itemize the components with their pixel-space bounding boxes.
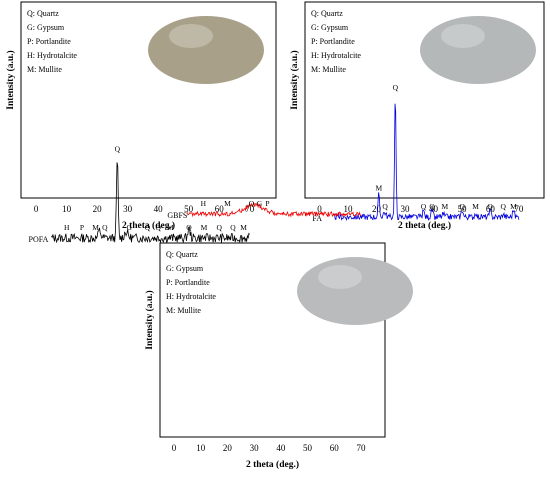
powder-sheen xyxy=(169,24,213,48)
legend-entry: G: Gypsum xyxy=(311,23,349,32)
peak-label: Q xyxy=(115,144,121,153)
x-tick-label: 70 xyxy=(356,443,366,453)
peak-label: Q xyxy=(460,202,466,211)
powder-highlight xyxy=(310,261,390,305)
xrd-panel-gbfs: 0 10 20 30 40 50 60 70 2 theta (deg.) Intensity (… xyxy=(144,199,413,470)
peak-label: Q xyxy=(501,202,507,211)
peak-label: Q xyxy=(145,223,151,232)
plot-frame xyxy=(20,1,277,199)
peak-label: Q xyxy=(186,223,192,232)
x-tick-label: 40 xyxy=(276,443,286,453)
xrd-pattern-line xyxy=(333,103,520,222)
peak-label: Q xyxy=(216,223,222,232)
x-tick-label: 10 xyxy=(62,204,72,214)
legend-entry: Q: Quartz xyxy=(27,9,59,18)
legend-entry: H: Hydrotalcite xyxy=(311,51,361,60)
plot-frame xyxy=(159,242,386,438)
peak-label: M xyxy=(240,223,247,232)
peak-label: M xyxy=(92,223,99,232)
peak-label: M xyxy=(201,223,208,232)
legend-entry: G: Gypsum xyxy=(27,23,65,32)
x-axis-label: 2 theta (deg.) xyxy=(246,459,299,470)
sample-label: POFA xyxy=(29,235,49,244)
x-axis-label: 2 theta (deg.) xyxy=(398,220,451,231)
xrd-pattern-line xyxy=(187,201,362,218)
x-tick-label: 30 xyxy=(400,204,410,214)
x-tick-label: 60 xyxy=(330,443,340,453)
y-axis-label: Intensity (a.u.) xyxy=(289,50,300,109)
peak-label: Q xyxy=(155,223,161,232)
x-tick-label: 70 xyxy=(514,204,524,214)
sample-label: GBFS xyxy=(167,211,187,220)
x-tick-label: 0 xyxy=(317,204,322,214)
legend-entry: G: Gypsum xyxy=(166,264,204,273)
xrd-pattern-line xyxy=(51,162,250,244)
x-tick-label: 10 xyxy=(196,443,206,453)
legend-entry: M: Mullite xyxy=(27,65,62,74)
peak-label: H xyxy=(64,223,70,232)
peak-label: Q xyxy=(429,202,435,211)
xrd-panel-fa: 0 10 20 30 40 50 60 70 2 theta (deg.) Intensity (… xyxy=(289,1,545,231)
powder-sheen xyxy=(441,24,485,48)
plot-frame xyxy=(304,1,545,199)
peak-label: P xyxy=(265,199,269,208)
x-tick-label: 50 xyxy=(184,204,194,214)
legend-entry: P: Portlandite xyxy=(166,278,210,287)
legend-entry: H: Hydrotalcite xyxy=(166,292,216,301)
x-tick-label: 20 xyxy=(372,204,382,214)
x-tick-label: 50 xyxy=(457,204,467,214)
x-tick-label: 60 xyxy=(486,204,496,214)
x-tick-label: 20 xyxy=(93,204,103,214)
peak-label: Q xyxy=(230,223,236,232)
xrd-panel-pofa: 0 10 20 30 40 50 60 70 2 theta (deg.) Intensity (… xyxy=(5,1,277,244)
legend-entry: P: Portlandite xyxy=(27,37,71,46)
peak-label: M xyxy=(442,202,449,211)
x-tick-label: 40 xyxy=(429,204,439,214)
x-tick-label: 50 xyxy=(303,443,313,453)
peak-label: Q xyxy=(487,202,493,211)
x-tick-label: 30 xyxy=(123,204,133,214)
powder-photo xyxy=(297,257,413,325)
y-axis-label: Intensity (a.u.) xyxy=(144,290,155,349)
peak-label: Q xyxy=(382,202,388,211)
x-tick-label: 30 xyxy=(250,443,260,453)
peak-label: M xyxy=(510,202,517,211)
peak-label: M xyxy=(472,202,479,211)
powder-photo xyxy=(420,16,536,84)
peak-label: G xyxy=(126,223,132,232)
peak-label: Q xyxy=(421,202,427,211)
peak-label: Q xyxy=(393,83,399,92)
powder-sheen xyxy=(318,265,362,289)
x-tick-label: 60 xyxy=(215,204,225,214)
peak-label: H xyxy=(201,199,207,208)
peak-label: G xyxy=(257,199,263,208)
legend-entry: Q: Quartz xyxy=(311,9,343,18)
peak-label: Q xyxy=(102,223,108,232)
x-tick-label: 70 xyxy=(245,204,255,214)
x-axis-label: 2 theta (deg.) xyxy=(122,220,175,231)
x-tick-label: 10 xyxy=(344,204,354,214)
x-tick-label: 0 xyxy=(34,204,39,214)
peak-label: M xyxy=(224,199,231,208)
x-tick-label: 20 xyxy=(223,443,233,453)
peak-label: M xyxy=(167,223,174,232)
legend-entry: M: Mullite xyxy=(311,65,346,74)
legend-entry: Q: Quartz xyxy=(166,250,198,259)
legend-entry: P: Portlandite xyxy=(311,37,355,46)
y-axis-label: Intensity (a.u.) xyxy=(5,50,16,109)
powder-highlight xyxy=(161,20,241,64)
legend-entry: H: Hydrotalcite xyxy=(27,51,77,60)
peak-label: Q xyxy=(249,199,255,208)
peak-label: P xyxy=(80,223,84,232)
x-tick-label: 40 xyxy=(154,204,164,214)
powder-highlight xyxy=(433,20,513,64)
sample-label: FA xyxy=(312,214,322,223)
powder-photo xyxy=(148,16,264,84)
legend-entry: M: Mullite xyxy=(166,306,201,315)
peak-label: M xyxy=(375,183,382,192)
x-tick-label: 0 xyxy=(172,443,177,453)
